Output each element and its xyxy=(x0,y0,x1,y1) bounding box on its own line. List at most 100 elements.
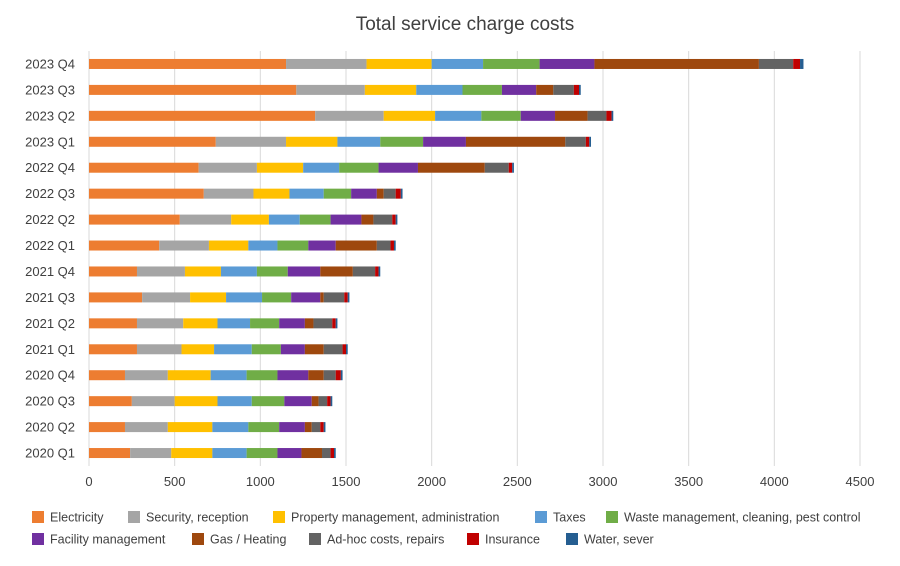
bar-segment xyxy=(291,292,321,303)
bar-segment xyxy=(323,370,336,381)
bar-segment xyxy=(323,344,343,355)
bar-segment xyxy=(89,84,297,95)
bar-segment xyxy=(226,292,263,303)
bar-segment xyxy=(248,422,280,433)
bar-segment xyxy=(327,396,331,407)
bar-segment xyxy=(89,58,287,69)
bar-segment xyxy=(190,292,227,303)
bar-segment xyxy=(89,344,137,355)
bar-segment xyxy=(364,84,417,95)
bar-segment xyxy=(481,110,521,121)
category-label: 2020 Q2 xyxy=(25,420,75,435)
bar-segment xyxy=(606,110,612,121)
bar-segment xyxy=(501,84,537,95)
bar-segment xyxy=(344,292,348,303)
category-label: 2023 Q1 xyxy=(25,134,75,149)
legend-swatch xyxy=(566,533,578,545)
legend-swatch xyxy=(128,511,140,523)
bar-segment xyxy=(277,370,309,381)
legend-label: Facility management xyxy=(50,533,166,547)
bar-segment xyxy=(183,318,218,329)
bar-segment xyxy=(484,162,509,173)
bar-segment xyxy=(555,110,588,121)
bar-segment xyxy=(335,318,338,329)
bar-segment xyxy=(339,162,379,173)
bar-segment xyxy=(214,344,252,355)
x-tick-label: 0 xyxy=(85,474,92,489)
legend-label: Taxes xyxy=(553,511,586,525)
bar-segment xyxy=(340,370,343,381)
legend-swatch xyxy=(32,511,44,523)
bar-segment xyxy=(256,266,288,277)
bar-segment xyxy=(89,422,125,433)
bar-segment xyxy=(304,318,314,329)
bar-segment xyxy=(212,422,249,433)
bar-segment xyxy=(89,448,131,459)
bar-segment xyxy=(553,84,574,95)
bar-segment xyxy=(159,240,209,251)
bar-segment xyxy=(465,136,566,147)
bar-segment xyxy=(393,240,396,251)
bar-segment xyxy=(89,292,143,303)
bar-segment xyxy=(793,58,801,69)
category-label: 2022 Q2 xyxy=(25,212,75,227)
x-tick-label: 2500 xyxy=(503,474,532,489)
bar-segment xyxy=(198,162,257,173)
bar-segment xyxy=(246,448,278,459)
category-label: 2022 Q1 xyxy=(25,238,75,253)
bar-segment xyxy=(322,448,331,459)
legend-label: Security, reception xyxy=(146,511,249,525)
bar-segment xyxy=(520,110,556,121)
x-tick-label: 4500 xyxy=(846,474,875,489)
bar-segment xyxy=(246,370,278,381)
bar-segment xyxy=(89,162,199,173)
bar-segment xyxy=(296,84,365,95)
bar-segment xyxy=(311,396,319,407)
bar-segment xyxy=(284,396,312,407)
bar-segment xyxy=(323,292,345,303)
bar-segment xyxy=(308,240,336,251)
bar-segment xyxy=(308,370,324,381)
bar-segment xyxy=(320,266,353,277)
bar-segment xyxy=(378,266,381,277)
bar-segment xyxy=(323,422,326,433)
bar-segment xyxy=(251,344,281,355)
bar-segment xyxy=(423,136,466,147)
bar-segment xyxy=(124,422,168,433)
bar-segment xyxy=(251,396,285,407)
category-label: 2023 Q3 xyxy=(25,82,75,97)
x-tick-label: 500 xyxy=(164,474,186,489)
legend-swatch xyxy=(309,533,321,545)
bar-segment xyxy=(539,58,595,69)
bar-segment xyxy=(184,266,221,277)
bar-segment xyxy=(208,240,249,251)
bar-segment xyxy=(279,422,305,433)
bar-segment xyxy=(462,84,502,95)
x-tick-label: 1500 xyxy=(332,474,361,489)
bar-segment xyxy=(304,344,324,355)
bar-segment xyxy=(395,214,398,225)
category-label: 2023 Q4 xyxy=(25,56,75,71)
bar-segment xyxy=(376,240,391,251)
bar-segment xyxy=(390,240,394,251)
bar-segment xyxy=(342,344,346,355)
legend-swatch xyxy=(192,533,204,545)
bar-segment xyxy=(167,370,211,381)
bar-segment xyxy=(89,214,180,225)
x-tick-label: 4000 xyxy=(760,474,789,489)
bar-segment xyxy=(212,448,247,459)
bars xyxy=(89,58,804,459)
bar-segment xyxy=(395,188,401,199)
bar-segment xyxy=(431,58,484,69)
legend-swatch xyxy=(535,511,547,523)
bar-segment xyxy=(136,318,184,329)
bar-segment xyxy=(318,396,328,407)
category-label: 2020 Q1 xyxy=(25,446,75,461)
bar-segment xyxy=(351,188,377,199)
bar-segment xyxy=(361,214,374,225)
legend-label: Property management, administration xyxy=(291,511,499,525)
legend-label: Water, sever xyxy=(584,533,654,547)
bar-segment xyxy=(220,266,257,277)
legend-label: Waste management, cleaning, pest control xyxy=(624,511,860,525)
bar-segment xyxy=(589,136,592,147)
